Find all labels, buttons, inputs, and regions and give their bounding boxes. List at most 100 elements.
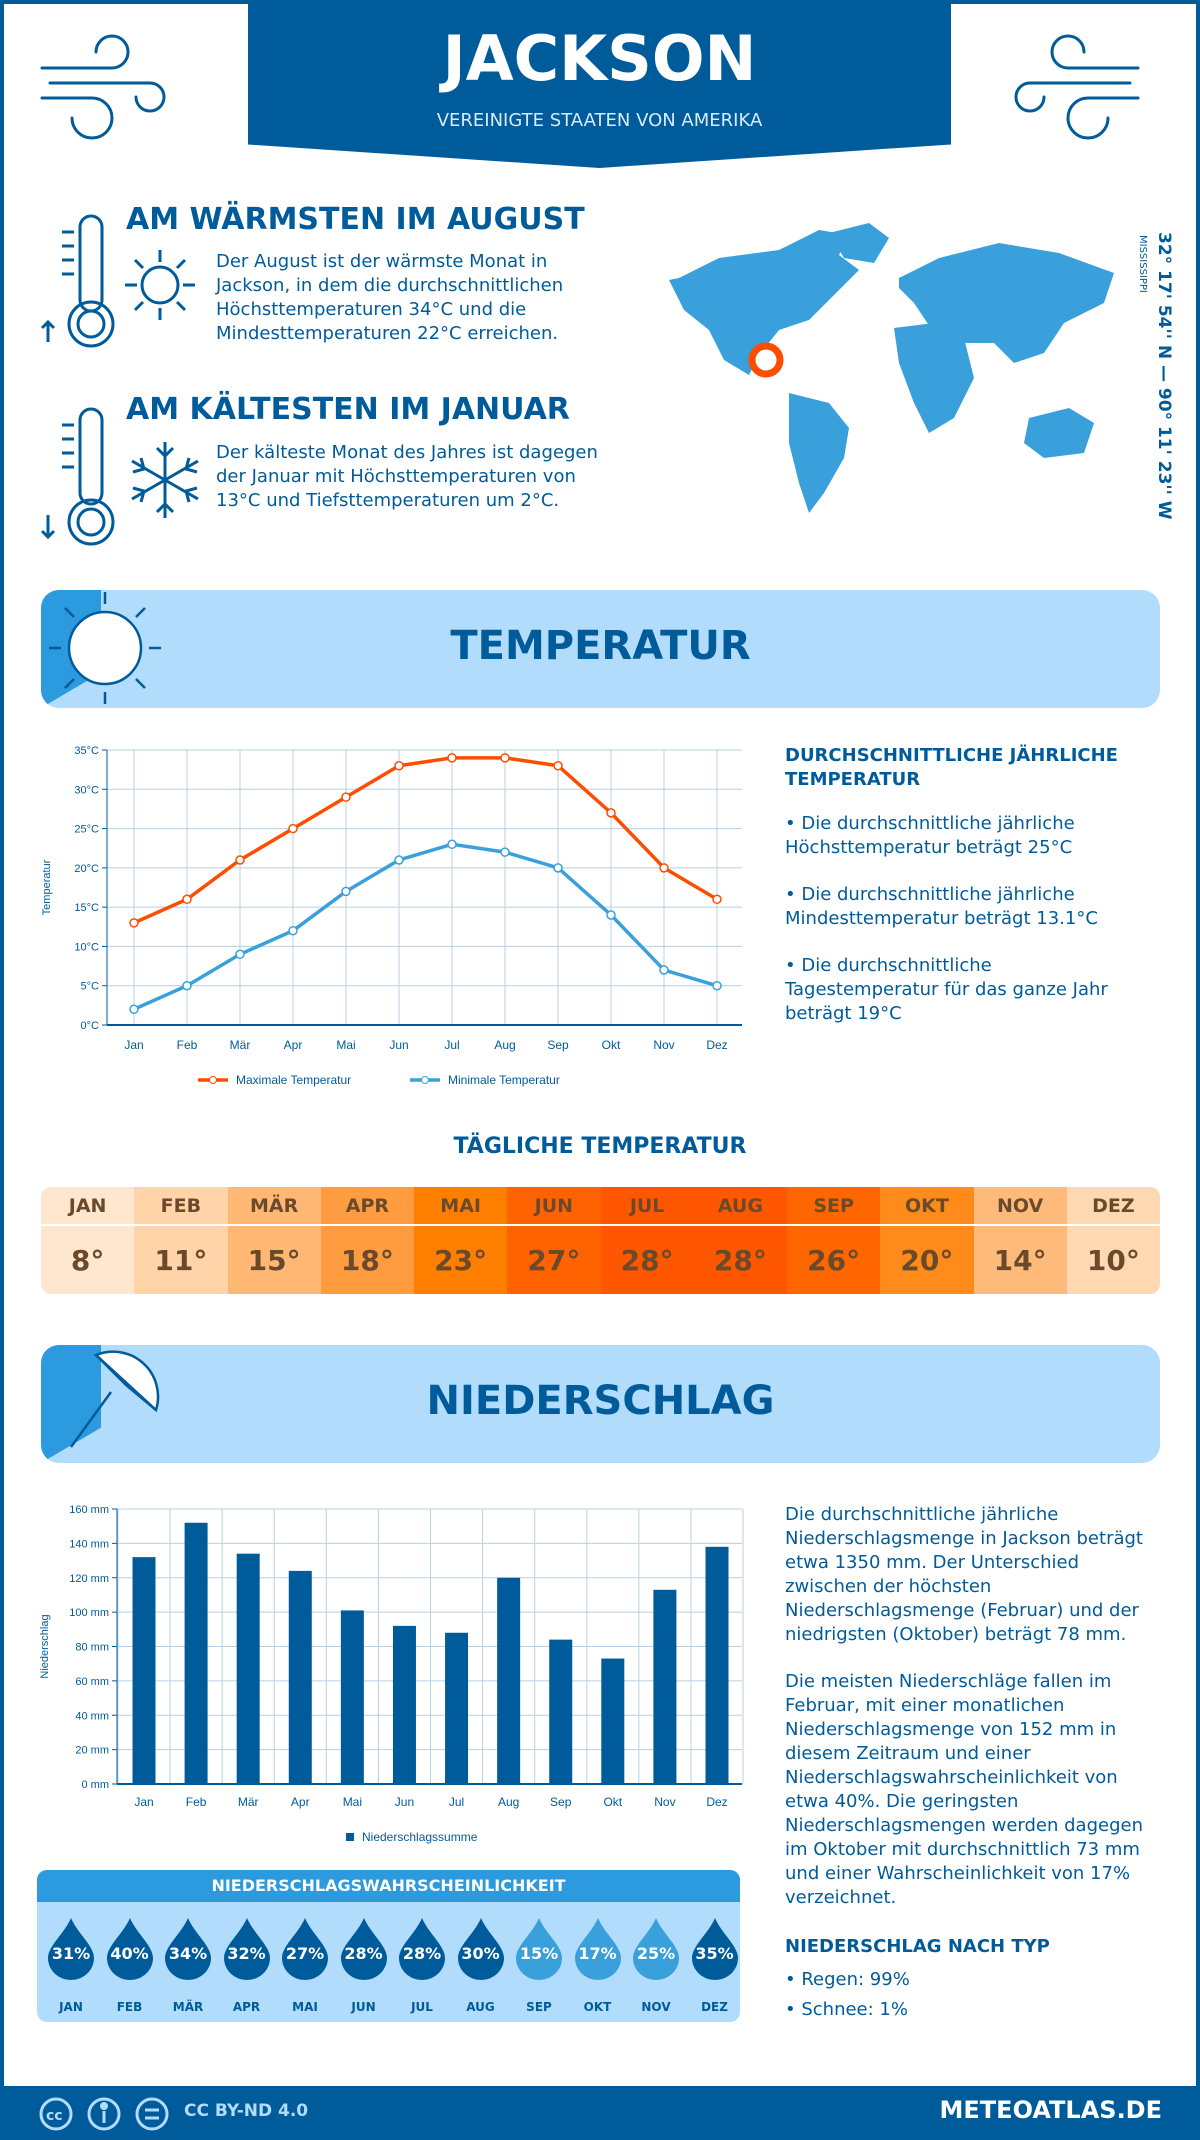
annual-temp-bullet: • Die durchschnittliche Tagestemperatur …	[785, 955, 1108, 1024]
wind-icon-right	[1014, 34, 1140, 140]
data-point	[235, 855, 245, 865]
probability-month: DEZ	[701, 2000, 728, 2014]
daily-month: JUL	[600, 1187, 694, 1226]
probability-drop: 25%	[631, 1916, 681, 1980]
data-point	[182, 894, 192, 905]
legend-label: Minimale Temperatur	[448, 1073, 560, 1087]
probability-value: 31%	[51, 1944, 91, 1963]
daily-value: 11°	[134, 1225, 228, 1294]
probability-value: 25%	[636, 1944, 676, 1963]
cc-license-icons: cc	[39, 2097, 169, 2131]
x-tick-label: Jun	[389, 1038, 408, 1052]
probability-month: JUN	[351, 2000, 376, 2014]
y-tick-label: 0 mm	[82, 1779, 110, 1791]
daily-value: 23°	[414, 1225, 508, 1294]
y-tick-label: 20 mm	[75, 1745, 109, 1757]
legend-swatch	[346, 1833, 354, 1841]
y-axis-label: Temperatur	[41, 859, 53, 915]
raindrop-icon	[165, 1918, 211, 1980]
data-point	[288, 925, 298, 936]
daily-month: MÄR	[227, 1187, 321, 1226]
x-tick-label: Mai	[336, 1038, 355, 1052]
raindrop-icon	[340, 1918, 387, 1980]
x-tick-label: Jan	[124, 1038, 143, 1052]
raindrop-icon	[282, 1918, 328, 1980]
x-tick-label: Mär	[238, 1795, 259, 1809]
daily-value: 28°	[693, 1225, 787, 1294]
sun-large-icon	[49, 592, 161, 704]
wind-icon-left	[40, 34, 166, 140]
precip-bar	[705, 1546, 729, 1784]
thermometer-cold-icon	[40, 407, 115, 546]
warm-text: Der August ist der wärmste Monat in Jack…	[216, 251, 564, 344]
y-tick-label: 35°C	[74, 745, 99, 757]
daily-month: JUN	[507, 1187, 601, 1226]
y-tick-label: 15°C	[74, 902, 99, 914]
daily-value: 15°	[227, 1225, 321, 1294]
daily-value: 27°	[507, 1225, 601, 1294]
y-tick-label: 60 mm	[75, 1676, 109, 1688]
data-point	[606, 808, 616, 818]
probability-month: MAI	[292, 2000, 318, 2014]
umbrella-icon	[69, 1350, 160, 1448]
probability-title: NIEDERSCHLAGSWAHRSCHEINLICHKEIT	[37, 1870, 740, 1902]
daily-value: 26°	[787, 1225, 881, 1294]
x-tick-label: Sep	[550, 1795, 572, 1809]
precip-bar	[288, 1570, 312, 1784]
probability-month: APR	[232, 2000, 261, 2014]
x-tick-label: Aug	[494, 1038, 515, 1052]
probability-drop: 30%	[456, 1916, 506, 1980]
data-point	[500, 753, 510, 763]
data-point	[553, 760, 563, 771]
probability-value: 40%	[110, 1944, 149, 1963]
precipitation-title: NIEDERSCHLAG	[426, 1378, 775, 1424]
probability-panel: NIEDERSCHLAGSWAHRSCHEINLICHKEIT	[37, 1870, 740, 2022]
data-point	[341, 886, 351, 897]
precip-bar	[236, 1553, 260, 1784]
x-tick-label: Feb	[177, 1038, 198, 1052]
data-point	[447, 839, 457, 850]
precip-bar	[132, 1557, 156, 1784]
annual-temp-bullet: • Die durchschnittliche jährliche Mindes…	[785, 884, 1098, 929]
probability-drop: 17%	[573, 1916, 623, 1980]
probability-drop: 34%	[163, 1916, 213, 1980]
legend-label: Niederschlagssumme	[362, 1830, 478, 1844]
world-map	[669, 223, 1114, 513]
daily-month: MAI	[414, 1187, 508, 1226]
data-point	[182, 980, 192, 991]
probability-month: JAN	[59, 2000, 83, 2014]
y-tick-label: 160 mm	[69, 1504, 109, 1516]
daily-month: NOV	[973, 1187, 1067, 1226]
probability-month: SEP	[526, 2000, 552, 2014]
data-point	[659, 965, 669, 975]
svg-text:cc: cc	[46, 2108, 63, 2124]
temperature-title: TEMPERATUR	[450, 623, 751, 669]
x-tick-label: Jun	[395, 1795, 414, 1809]
legend-label: Maximale Temperatur	[236, 1073, 351, 1087]
precipitation-section-banner: NIEDERSCHLAG	[41, 1345, 1160, 1463]
data-point	[235, 949, 245, 960]
series-line	[133, 842, 718, 1011]
daily-month: AUG	[693, 1187, 787, 1226]
header-banner	[248, 0, 951, 168]
probability-drop: 32%	[222, 1916, 272, 1980]
location-marker-icon	[748, 342, 784, 378]
x-tick-label: Jul	[449, 1795, 464, 1809]
raindrop-icon	[574, 1918, 621, 1980]
legend-marker	[209, 1076, 217, 1084]
x-tick-label: Apr	[284, 1038, 303, 1052]
raindrop-icon	[457, 1918, 504, 1980]
probability-value: 30%	[461, 1944, 500, 1963]
thermometer-warm-icon	[40, 214, 115, 348]
legend-marker	[421, 1076, 429, 1084]
raindrop-icon	[106, 1918, 153, 1980]
data-point	[500, 847, 510, 857]
brand-link[interactable]: METEOATLAS.DE	[939, 2096, 1162, 2124]
page-subtitle: VEREINIGTE STAATEN VON AMERIKA	[436, 110, 763, 131]
raindrop-icon	[399, 1918, 445, 1980]
y-tick-label: 120 mm	[69, 1573, 109, 1585]
y-tick-label: 100 mm	[69, 1607, 109, 1619]
raindrop-icon	[48, 1918, 94, 1980]
probability-drop: 28%	[397, 1916, 447, 1980]
probability-month: MÄR	[172, 2000, 204, 2014]
